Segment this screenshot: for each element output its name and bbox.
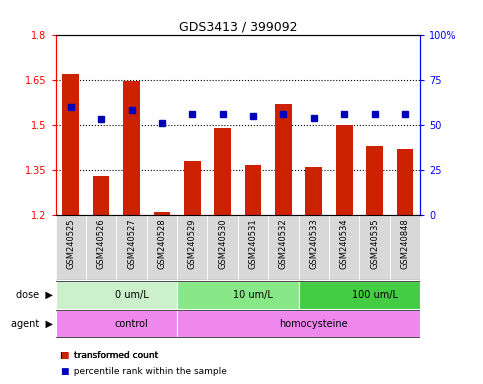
Text: ■  transformed count: ■ transformed count [60, 351, 159, 360]
Bar [397, 149, 413, 215]
Bar [329, 215, 359, 280]
Text: dose  ▶: dose ▶ [16, 290, 53, 300]
Text: 0 um/L: 0 um/L [114, 290, 148, 300]
Bar [208, 215, 238, 280]
Bar [214, 128, 231, 215]
Bar [390, 215, 420, 280]
Bar [305, 167, 322, 215]
Bar [93, 176, 110, 215]
Text: control: control [114, 318, 148, 329]
Text: ■: ■ [60, 367, 69, 376]
Bar [177, 215, 208, 280]
Text: 10 um/L: 10 um/L [233, 290, 273, 300]
Bar [56, 310, 177, 337]
Bar [86, 215, 116, 280]
Text: ■: ■ [60, 351, 69, 360]
Bar [56, 281, 177, 309]
Text: 100 um/L: 100 um/L [352, 290, 398, 300]
Bar [123, 81, 140, 215]
Text: GSM240533: GSM240533 [309, 218, 318, 269]
Bar [359, 215, 390, 280]
Text: transformed count: transformed count [68, 351, 157, 360]
Bar [56, 215, 86, 280]
Bar [147, 215, 177, 280]
Text: GSM240528: GSM240528 [157, 218, 167, 269]
Text: GSM240531: GSM240531 [249, 218, 257, 269]
Text: GSM240527: GSM240527 [127, 218, 136, 269]
Text: agent  ▶: agent ▶ [11, 318, 53, 329]
Text: GSM240526: GSM240526 [97, 218, 106, 269]
Text: percentile rank within the sample: percentile rank within the sample [68, 367, 227, 376]
Text: GSM240529: GSM240529 [188, 218, 197, 269]
Text: GSM240534: GSM240534 [340, 218, 349, 269]
Text: GSM240525: GSM240525 [66, 218, 75, 269]
Bar [154, 212, 170, 215]
Bar [268, 215, 298, 280]
Text: GSM240530: GSM240530 [218, 218, 227, 269]
Bar [238, 215, 268, 280]
Bar [298, 281, 420, 309]
Bar [177, 310, 420, 337]
Bar [366, 146, 383, 215]
Bar [275, 104, 292, 215]
Bar [184, 161, 200, 215]
Bar [336, 125, 353, 215]
Bar [298, 215, 329, 280]
Text: GSM240848: GSM240848 [400, 218, 410, 269]
Text: GSM240532: GSM240532 [279, 218, 288, 269]
Text: homocysteine: homocysteine [280, 318, 348, 329]
Bar [245, 166, 261, 215]
Text: GSM240535: GSM240535 [370, 218, 379, 269]
Bar [62, 74, 79, 215]
Title: GDS3413 / 399092: GDS3413 / 399092 [179, 20, 297, 33]
Bar [177, 281, 298, 309]
Bar [116, 215, 147, 280]
